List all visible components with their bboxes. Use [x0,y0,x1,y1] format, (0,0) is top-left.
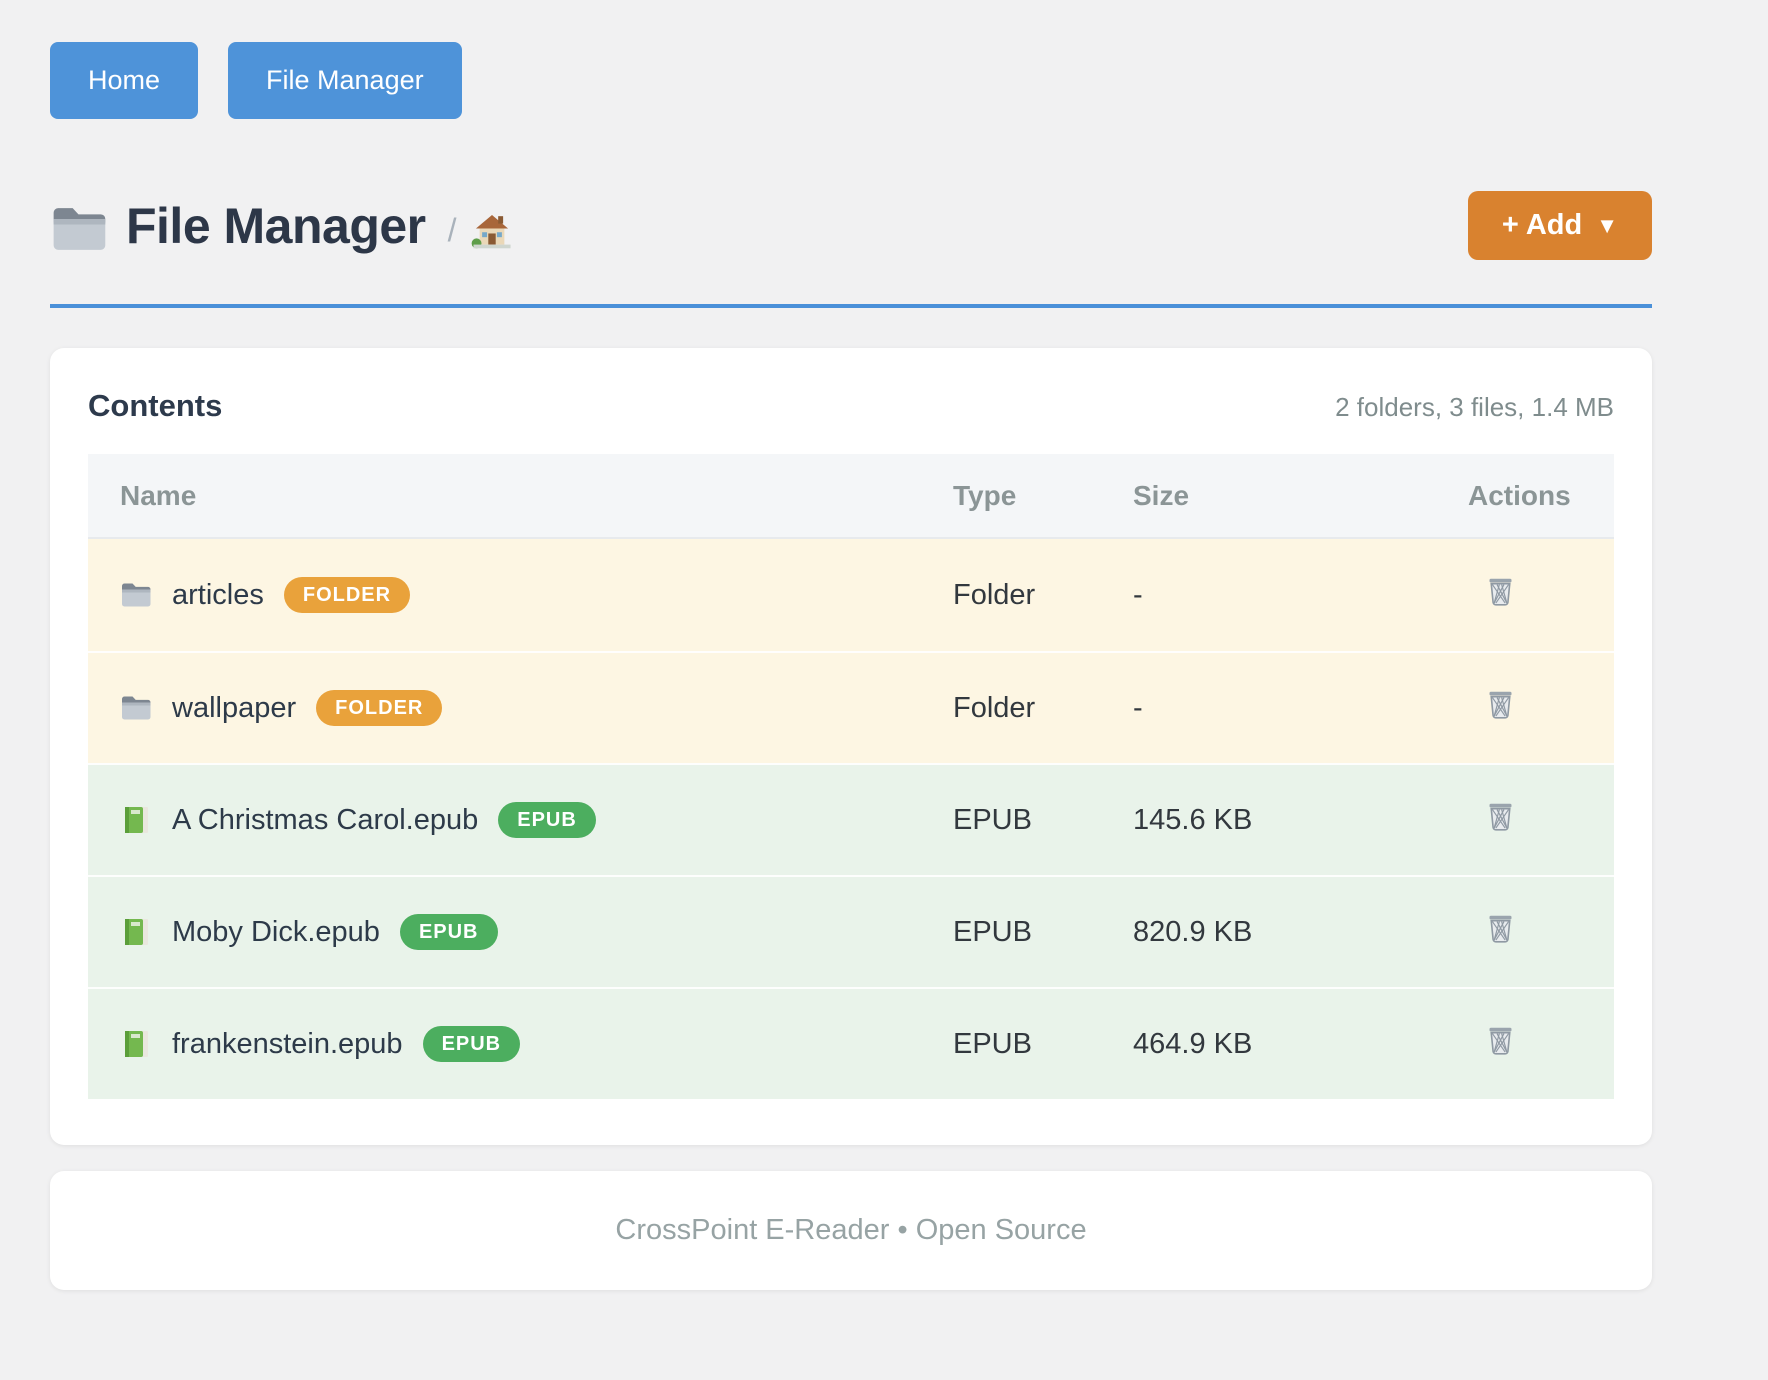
contents-card-header: Contents 2 folders, 3 files, 1.4 MB [88,388,1614,424]
type-cell: EPUB [953,1027,1032,1060]
name-cell: Moby Dick.epub EPUB [88,914,953,950]
file-name: wallpaper [172,691,297,724]
chevron-down-icon: ▼ [1596,212,1618,238]
actions-cell [1468,798,1614,843]
table-row: Moby Dick.epub EPUB EPUB 820.9 KB [88,875,1614,987]
type-badge: FOLDER [283,577,411,613]
title-wrap: File Manager / [50,197,513,255]
contents-table-body: articles FOLDER Folder - wallpaper FOLDER Fold… [88,539,1614,1099]
contents-summary: 2 folders, 3 files, 1.4 MB [1335,392,1614,422]
book-icon [120,805,152,835]
breadcrumb-separator: / [447,212,457,248]
file-link[interactable]: frankenstein.epub [120,1028,403,1061]
size-cell: 145.6 KB [1133,803,1253,836]
file-link[interactable]: A Christmas Carol.epub [120,804,478,837]
folder-icon [53,207,106,250]
add-button[interactable]: + Add ▼ [1467,191,1652,260]
type-badge: EPUB [399,914,498,950]
footer-text: CrossPoint E-Reader • Open Source [615,1214,1087,1246]
type-cell: EPUB [953,915,1032,948]
type-badge: FOLDER [316,690,443,726]
column-header-actions: Actions [1468,479,1571,511]
type-cell: Folder [953,691,1036,724]
book-icon [120,917,152,947]
top-nav: Home File Manager [50,42,1652,119]
actions-cell [1468,910,1614,955]
file-name: A Christmas Carol.epub [172,803,479,836]
actions-cell [1468,1022,1614,1067]
delete-button[interactable] [1482,1022,1519,1059]
file-name: articles [172,578,264,611]
size-cell: - [1133,691,1143,724]
contents-title: Contents [88,388,223,423]
size-cell: 820.9 KB [1133,915,1253,948]
add-button-label: + Add [1501,209,1583,241]
contents-card: Contents 2 folders, 3 files, 1.4 MB Name… [50,348,1652,1145]
trash-icon [1482,910,1519,947]
file-name: Moby Dick.epub [172,915,380,948]
table-row: wallpaper FOLDER Folder - [88,651,1614,763]
type-badge: EPUB [498,802,596,838]
trash-icon [1482,573,1519,610]
folder-icon [120,580,152,610]
table-row: articles FOLDER Folder - [88,539,1614,651]
file-link[interactable]: articles [120,579,264,612]
trash-icon [1482,686,1519,723]
column-header-type: Type [953,479,1017,511]
actions-cell [1468,686,1614,731]
table-row: frankenstein.epub EPUB EPUB 464.9 KB [88,987,1614,1099]
trash-icon [1482,1022,1519,1059]
name-cell: articles FOLDER [88,577,953,613]
file-link[interactable]: Moby Dick.epub [120,916,380,949]
table-header-row: Name Type Size Actions [88,454,1614,539]
home-icon[interactable] [471,211,513,251]
name-cell: frankenstein.epub EPUB [88,1026,953,1062]
title-underline [50,304,1652,308]
file-manager-button[interactable]: File Manager [228,42,462,119]
file-name: frankenstein.epub [172,1027,403,1060]
folder-icon [120,693,152,723]
delete-button[interactable] [1482,686,1519,723]
size-cell: - [1133,578,1143,611]
size-cell: 464.9 KB [1133,1027,1253,1060]
table-row: A Christmas Carol.epub EPUB EPUB 145.6 KB [88,763,1614,875]
column-header-size: Size [1133,479,1190,511]
delete-button[interactable] [1482,573,1519,610]
contents-table: Name Type Size Actions articles FOLDER Fol… [88,454,1614,1099]
delete-button[interactable] [1482,798,1519,835]
name-cell: wallpaper FOLDER [88,690,953,726]
type-badge: EPUB [422,1026,521,1062]
column-header-name: Name [120,479,197,511]
page: Home File Manager File Manager / [50,0,1652,1290]
page-title: File Manager [126,197,426,254]
trash-icon [1482,798,1519,835]
file-link[interactable]: wallpaper [120,692,296,725]
footer: CrossPoint E-Reader • Open Source [50,1171,1652,1290]
actions-cell [1468,573,1614,618]
type-cell: Folder [953,578,1036,611]
name-cell: A Christmas Carol.epub EPUB [88,802,953,838]
book-icon [120,1029,152,1059]
type-cell: EPUB [953,803,1032,836]
page-header: File Manager / + Add ▼ [50,191,1652,260]
home-button[interactable]: Home [50,42,199,119]
delete-button[interactable] [1482,910,1519,947]
